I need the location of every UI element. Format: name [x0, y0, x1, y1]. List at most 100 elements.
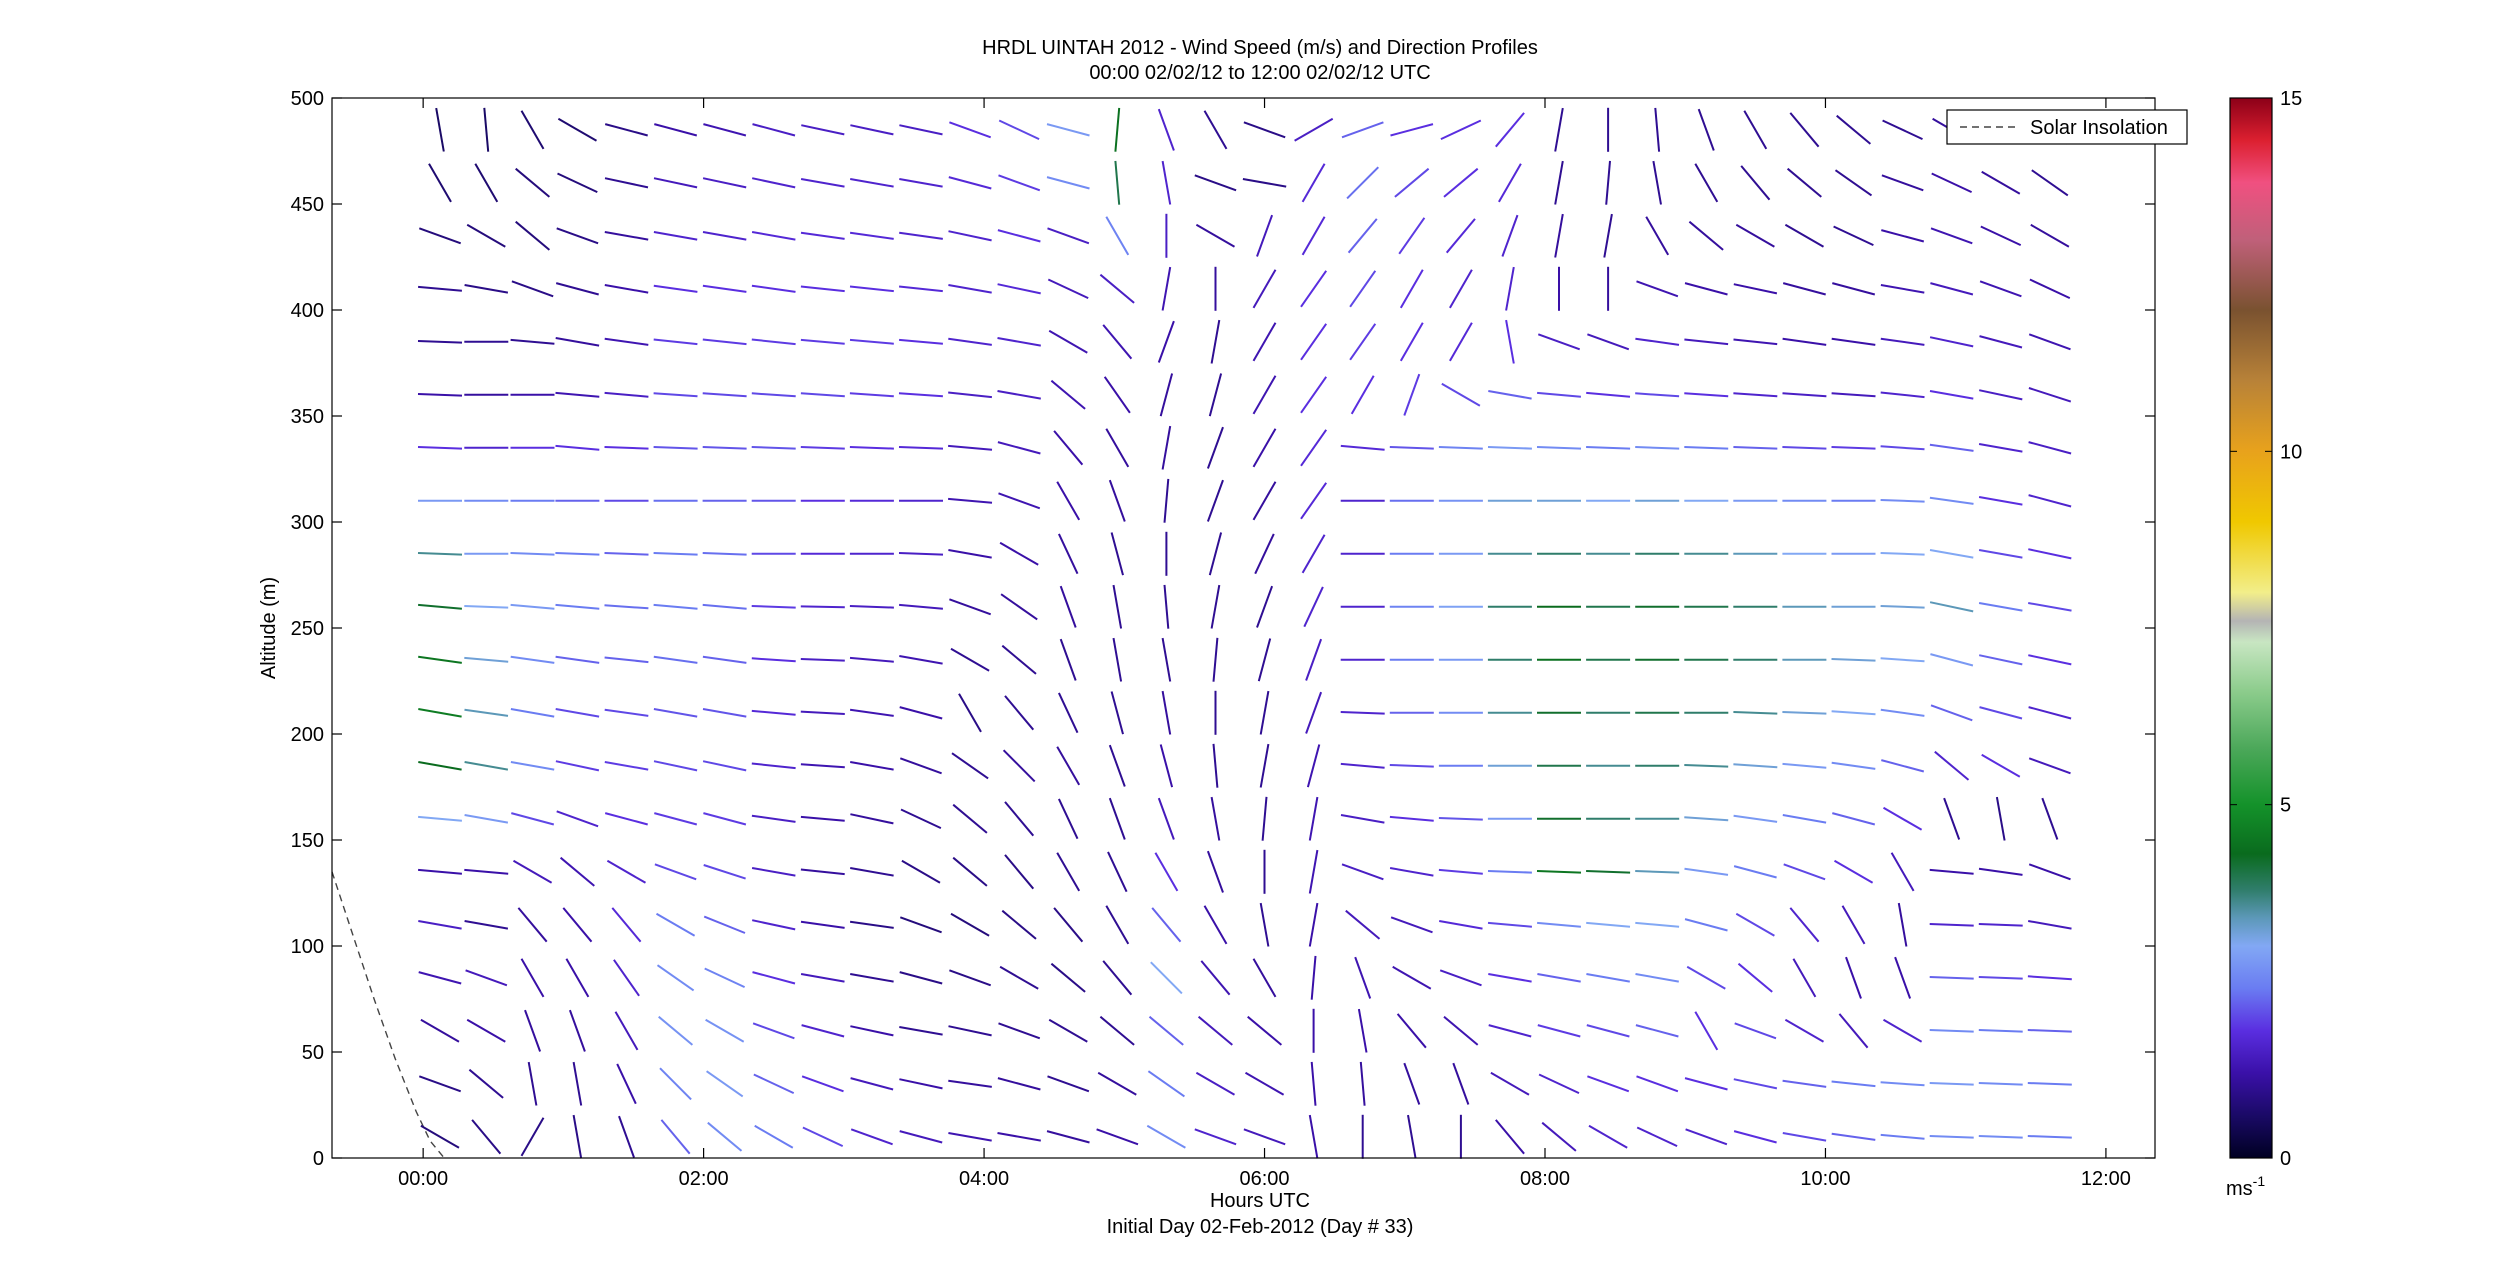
wind-barb-t12-z0 — [997, 1132, 1041, 1142]
x-tick-label-04:00: 04:00 — [959, 1168, 1009, 1190]
wind-barb-t31-z12 — [1929, 496, 1974, 505]
wind-barb-t32-z4 — [1978, 923, 2023, 927]
wind-barb-t7-z18 — [751, 177, 796, 189]
wind-barb-t28-z0 — [1782, 1132, 1827, 1142]
wind-barb-t9-z7 — [850, 761, 894, 771]
wind-barb-t30-z5 — [1890, 852, 1915, 892]
wind-barb-t3-z5 — [559, 856, 595, 887]
wind-barb-t9-z3 — [850, 973, 894, 983]
wind-barb-t4-z3 — [613, 959, 640, 997]
wind-barb-t16-z15 — [1210, 319, 1221, 364]
wind-barb-t20-z15 — [1399, 322, 1424, 362]
wind-barb-t28-z15 — [1782, 337, 1827, 346]
wind-barb-t33-z16 — [2029, 278, 2071, 300]
wind-barb-t4-z5 — [606, 859, 647, 884]
x-tick-label-08:00: 08:00 — [1520, 1168, 1570, 1190]
wind-barb-t10-z9 — [899, 655, 943, 665]
wind-barb-t0-z9 — [418, 655, 462, 664]
wind-barb-t30-z16 — [1880, 284, 1925, 294]
wind-barb-t26-z1 — [1684, 1077, 1728, 1091]
wind-barb-t20-z17 — [1398, 217, 1426, 255]
wind-barb-t15-z18 — [1161, 160, 1172, 205]
wind-barb-t20-z7 — [1389, 764, 1434, 768]
wind-barb-t3-z8 — [555, 708, 600, 718]
wind-barb-t33-z18 — [2031, 169, 2069, 197]
wind-barb-t29-z3 — [1845, 956, 1862, 999]
wind-barb-t21-z14 — [1441, 382, 1481, 407]
wind-barb-t23-z3 — [1537, 973, 1581, 983]
wind-barb-t17-z6 — [1261, 796, 1268, 841]
wind-barb-t18-z0 — [1308, 1114, 1319, 1159]
wind-barb-t24-z3 — [1586, 973, 1630, 983]
wind-barb-t6-z16 — [702, 284, 747, 293]
wind-barb-t0-z2 — [420, 1018, 460, 1043]
wind-barb-t16-z1 — [1195, 1071, 1236, 1096]
wind-barb-t6-z13 — [702, 446, 747, 450]
wind-barb-t30-z7 — [1881, 759, 1925, 773]
wind-barb-t7-z2 — [752, 1022, 795, 1040]
wind-barb-t30-z19 — [1882, 119, 1923, 141]
wind-barb-t25-z17 — [1645, 216, 1670, 256]
wind-barb-t3-z2 — [568, 1009, 586, 1052]
wind-barb-t29-z9 — [1831, 658, 1876, 662]
wind-barb-t7-z3 — [752, 971, 796, 985]
wind-barb-t26-z16 — [1684, 282, 1728, 296]
wind-barb-t14-z13 — [1105, 428, 1130, 468]
wind-barb-t31-z8 — [1930, 704, 1973, 722]
wind-barb-t8-z13 — [800, 446, 845, 450]
wind-barb-t1-z16 — [464, 284, 509, 294]
wind-barb-t10-z2 — [899, 1026, 943, 1036]
wind-barb-t31-z13 — [1929, 443, 1974, 452]
solar-insolation-layer — [331, 871, 445, 1159]
wind-barb-t10-z15 — [899, 338, 943, 345]
wind-barb-t6-z7 — [702, 760, 747, 772]
wind-barb-t26-z15 — [1684, 338, 1729, 346]
wind-barb-t0-z5 — [418, 868, 462, 875]
wind-barb-t22-z17 — [1501, 214, 1519, 257]
wind-barb-t11-z15 — [948, 337, 992, 346]
wind-barb-t17-z18 — [1242, 178, 1287, 188]
wind-barb-t5-z2 — [658, 1015, 694, 1046]
wind-barb-t29-z15 — [1831, 337, 1876, 346]
wind-barb-t26-z5 — [1684, 867, 1729, 876]
wind-barb-t1-z8 — [464, 708, 509, 717]
wind-barb-t17-z11 — [1254, 533, 1275, 575]
wind-barb-t15-z12 — [1163, 478, 1170, 523]
wind-barb-t13-z11 — [1057, 533, 1079, 575]
wind-barb-t12-z4 — [1001, 909, 1037, 940]
wind-barb-t2-z11 — [510, 552, 555, 556]
wind-barb-t22-z19 — [1495, 112, 1525, 148]
colorbar-tick-label-0: 0 — [2280, 1148, 2291, 1170]
wind-barb-t5-z16 — [653, 284, 698, 293]
wind-barb-t13-z9 — [1059, 638, 1077, 681]
wind-barb-t30-z0 — [1880, 1133, 1925, 1140]
wind-barb-t8-z19 — [801, 124, 845, 136]
wind-barb-t27-z13 — [1733, 446, 1778, 450]
wind-barb-t32-z12 — [1978, 496, 2023, 506]
wind-barb-t12-z1 — [997, 1077, 1041, 1091]
wind-barb-t32-z14 — [1978, 389, 2023, 401]
wind-barb-t31-z5 — [1929, 868, 1974, 875]
wind-barb-t31-z15 — [1929, 336, 1974, 348]
wind-barb-t18-z8 — [1305, 691, 1323, 734]
wind-barb-t25-z3 — [1635, 973, 1679, 983]
wind-barb-t13-z14 — [1050, 379, 1086, 410]
wind-barb-t12-z19 — [998, 119, 1040, 141]
wind-barb-t4-z4 — [611, 907, 642, 943]
wind-barb-t30-z15 — [1880, 337, 1925, 346]
wind-barb-t2-z3 — [520, 958, 545, 998]
wind-barb-t30-z17 — [1881, 229, 1925, 243]
wind-barb-t18-z3 — [1310, 955, 1317, 1000]
x-tick-label-10:00: 10:00 — [1800, 1168, 1850, 1190]
wind-barb-t18-z11 — [1301, 534, 1326, 574]
wind-barb-t32-z7 — [1981, 753, 2021, 778]
wind-barb-t23-z2 — [1537, 1024, 1581, 1038]
wind-barb-t28-z18 — [1786, 167, 1822, 198]
wind-barb-t20-z3 — [1392, 965, 1432, 990]
wind-barb-t33-z13 — [2028, 441, 2072, 455]
wind-barb-t13-z16 — [1047, 278, 1089, 300]
wind-barb-t7-z4 — [751, 919, 796, 931]
wind-barb-t4-z16 — [604, 284, 649, 294]
wind-barb-t31-z10 — [1929, 601, 1974, 613]
wind-barb-t24-z1 — [1587, 1075, 1630, 1093]
